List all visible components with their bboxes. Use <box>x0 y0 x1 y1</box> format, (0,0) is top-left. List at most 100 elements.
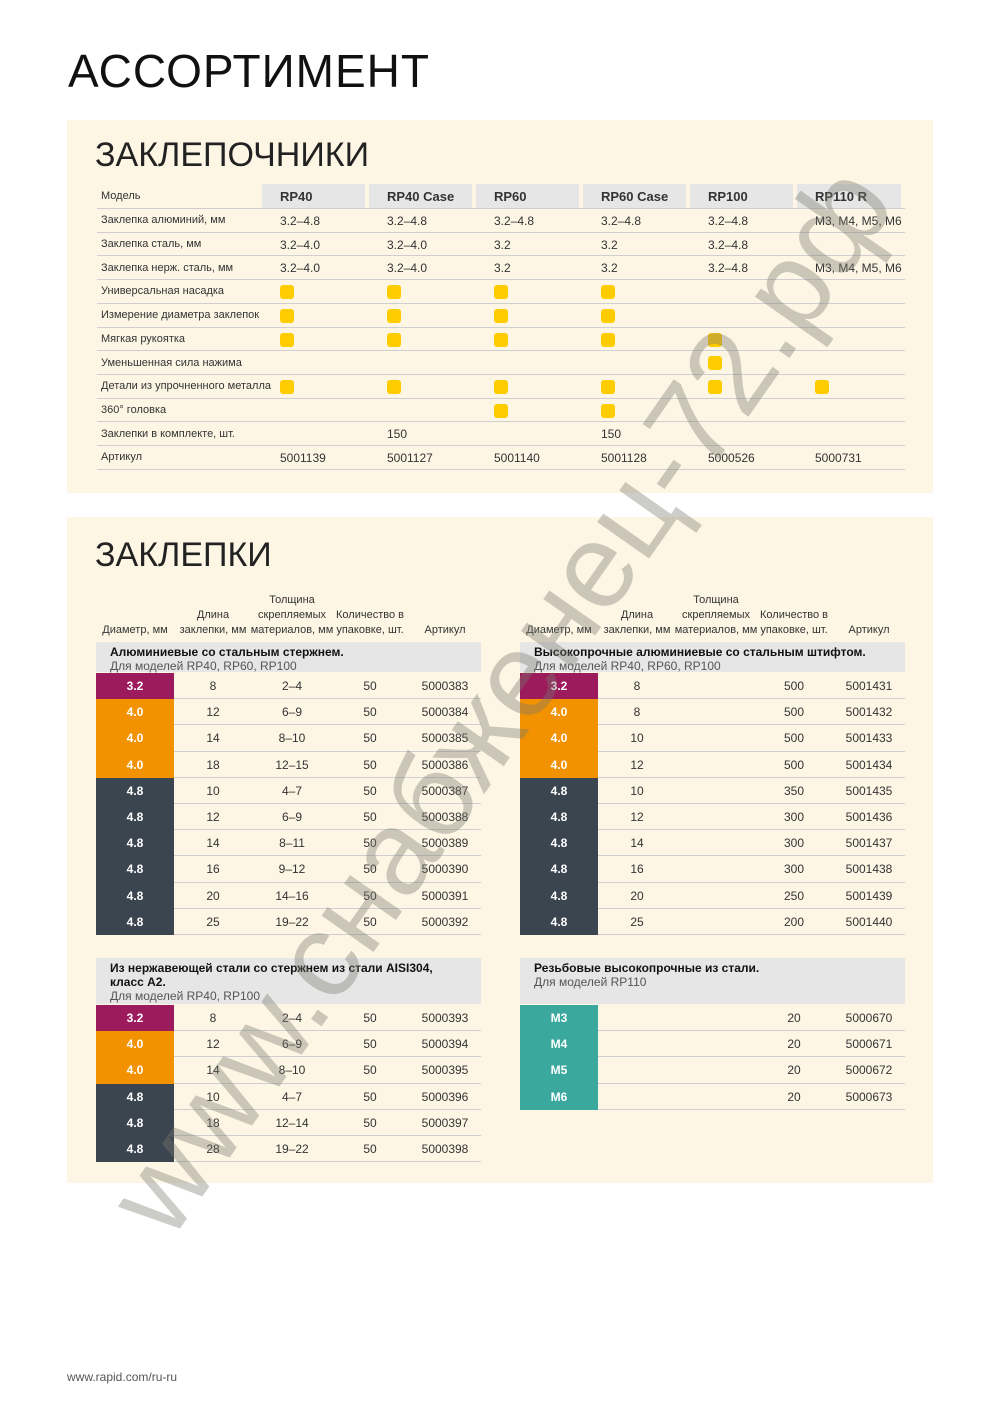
cell: M3, M4, M5, M6 <box>815 261 902 276</box>
cell: 5000395 <box>421 1063 469 1078</box>
cell: 5001434 <box>845 757 893 772</box>
cell: 20 <box>787 1063 801 1078</box>
cell: 200 <box>783 914 805 929</box>
cell: 2–4 <box>281 1011 303 1026</box>
cell: 3.2–4.8 <box>280 213 321 228</box>
cell: 5000671 <box>845 1037 893 1052</box>
diameter-swatch: 4.0 <box>520 725 598 752</box>
cell: 14 <box>206 731 220 746</box>
feature-dot <box>387 379 401 394</box>
row-line <box>598 803 905 804</box>
diameter-swatch: 4.8 <box>96 1083 174 1110</box>
cell: 6–9 <box>281 1037 303 1052</box>
diameter-swatch: 4.8 <box>96 830 174 857</box>
row-line <box>174 1082 481 1084</box>
cell: 50 <box>363 731 377 746</box>
header-cell: RP110 R <box>797 184 901 208</box>
cell: 5001438 <box>845 862 893 877</box>
cell: 2–4 <box>281 679 303 694</box>
header-cell: RP40 Case <box>369 184 472 208</box>
cell: 3.2 <box>494 261 511 276</box>
cell: 19–22 <box>275 914 309 929</box>
row-line <box>598 724 905 726</box>
cell: 50 <box>363 1063 377 1078</box>
row-label: Уменьшенная сила нажима <box>101 356 242 369</box>
diameter-swatch: 4.0 <box>96 1031 174 1058</box>
row-line <box>174 907 481 909</box>
cell: 5000391 <box>421 888 469 903</box>
row-line <box>174 855 481 857</box>
cell: 25 <box>206 914 220 929</box>
diameter-swatch: 4.8 <box>520 830 598 857</box>
cell: 3.2 <box>601 237 618 252</box>
cell: 50 <box>363 836 377 851</box>
column-header: Количество в упаковке, шт. <box>760 609 828 636</box>
feature-dot <box>280 308 294 323</box>
row-line <box>598 934 905 935</box>
cell: 20 <box>630 888 644 903</box>
group-title: Из нержавеющей стали со стержнем из стал… <box>110 961 433 989</box>
cell: 3.2–4.0 <box>387 237 428 252</box>
diameter-swatch: 4.8 <box>520 804 598 831</box>
cell: 500 <box>783 757 805 772</box>
cell: 28 <box>206 1142 220 1157</box>
cell: 3.2–4.8 <box>708 261 749 276</box>
cell: 18 <box>206 757 220 772</box>
row-line <box>598 750 905 752</box>
cell: 300 <box>783 862 805 877</box>
cell: 50 <box>363 1142 377 1157</box>
feature-dot <box>601 403 615 418</box>
diameter-swatch: 4.8 <box>96 777 174 804</box>
cell: 5000384 <box>421 705 469 720</box>
cell: 8–10 <box>278 1063 306 1078</box>
diameter-swatch: 4.8 <box>96 882 174 909</box>
cell: 5000398 <box>421 1142 469 1157</box>
footer: www.rapid.com/ru-ru <box>67 1370 178 1384</box>
cell: 8 <box>633 679 641 694</box>
feature-dot <box>387 332 401 347</box>
feature-dot <box>494 285 508 300</box>
column-header: Количество в упаковке, шт. <box>336 609 404 636</box>
row-line <box>174 1030 481 1032</box>
row-label: Заклепка нерж. сталь, мм <box>101 261 234 274</box>
group-title: Высокопрочные алюминиевые со стальным шт… <box>534 645 866 659</box>
group-header: Алюминиевые со стальным стержнем. Для мод… <box>96 642 481 673</box>
cell: 5000397 <box>421 1115 469 1130</box>
cell: 14 <box>630 836 644 851</box>
row-line <box>598 1082 905 1084</box>
cell: 5000385 <box>421 731 469 746</box>
cell: 5000731 <box>815 450 862 465</box>
cell: 8 <box>209 1011 217 1026</box>
cell: 3.2–4.8 <box>708 237 749 252</box>
group-title: Резьбовые высокопрочные из стали. <box>534 961 760 975</box>
cell: 12 <box>630 757 644 772</box>
cell: 50 <box>363 1011 377 1026</box>
cell: 150 <box>387 427 408 442</box>
header-cell: Модель <box>101 189 141 202</box>
diameter-swatch: 3.2 <box>96 1005 174 1032</box>
cell: 12–14 <box>275 1115 309 1130</box>
column-header: Артикул <box>848 624 890 636</box>
header-cell: RP60 <box>476 184 579 208</box>
cell: M3, M4, M5, M6 <box>815 213 902 228</box>
cell: 50 <box>363 1037 377 1052</box>
cell: 20 <box>787 1037 801 1052</box>
cell: 5000526 <box>708 450 755 465</box>
row-label: Заклепка алюминий, мм <box>101 214 226 227</box>
cell: 5000388 <box>421 810 469 825</box>
row-line <box>97 445 905 446</box>
cell: 5001437 <box>845 836 893 851</box>
feature-dot <box>708 379 722 394</box>
cell: 50 <box>363 888 377 903</box>
diameter-swatch: M6 <box>520 1083 598 1110</box>
cell: 350 <box>783 783 805 798</box>
column-header: Диаметр, мм <box>526 624 592 636</box>
cell: 20 <box>787 1011 801 1026</box>
cell: 18 <box>206 1115 220 1130</box>
header-cell: RP100 <box>690 184 793 208</box>
feature-dot <box>708 332 722 347</box>
row-line <box>174 803 481 804</box>
feature-dot <box>387 285 401 300</box>
row-line <box>598 698 905 700</box>
